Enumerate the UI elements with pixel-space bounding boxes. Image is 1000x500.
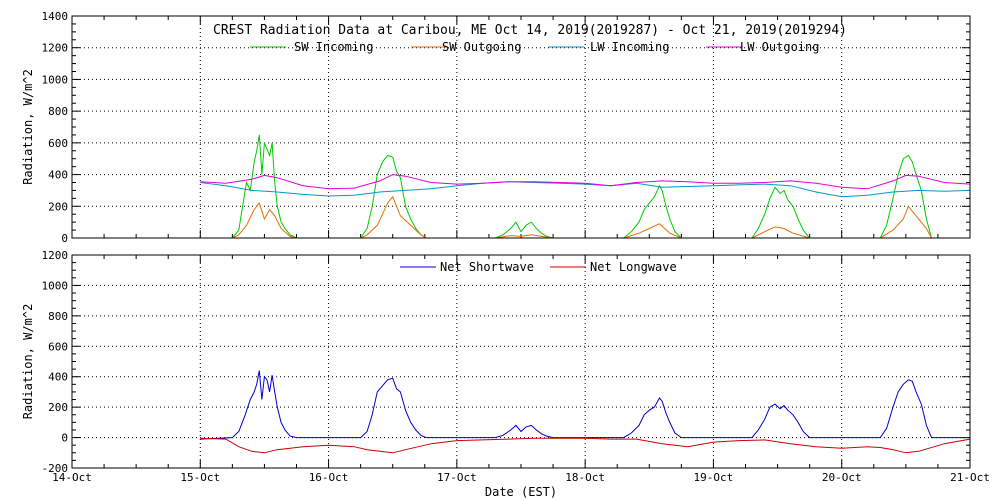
- x-tick-label: 15-Oct: [180, 471, 220, 484]
- y-axis-title: Radiation, W/m^2: [21, 69, 35, 185]
- y-axis-title: Radiation, W/m^2: [21, 304, 35, 420]
- y-tick-label: 600: [48, 340, 68, 353]
- legend-label-lw-incoming: LW Incoming: [590, 40, 669, 54]
- x-axis-title: Date (EST): [485, 485, 557, 499]
- series-line-net-longwave: [200, 437, 971, 454]
- legend-label-lw-outgoing: LW Outgoing: [740, 40, 819, 54]
- y-tick-label: 1000: [42, 279, 69, 292]
- y-tick-label: 800: [48, 310, 68, 323]
- x-tick-label: 14-Oct: [52, 471, 92, 484]
- legend-label-net-shortwave: Net Shortwave: [440, 260, 534, 274]
- legend-label-sw-outgoing: SW Outgoing: [442, 40, 521, 54]
- x-tick-label: 18-Oct: [565, 471, 605, 484]
- x-tick-label: 20-Oct: [822, 471, 862, 484]
- x-tick-label: 19-Oct: [694, 471, 734, 484]
- y-tick-label: 400: [48, 169, 68, 182]
- x-tick-label: 16-Oct: [309, 471, 349, 484]
- x-tick-label: 17-Oct: [437, 471, 477, 484]
- series-line-lw-outgoing: [200, 174, 971, 190]
- plot-frame: [71, 254, 971, 469]
- y-tick-label: 1000: [42, 73, 69, 86]
- y-tick-label: 1200: [42, 42, 69, 55]
- y-tick-label: 1200: [42, 249, 69, 262]
- chart-title: CREST Radiation Data at Caribou, ME Oct …: [213, 23, 847, 38]
- panel-2: -200 0 200 400 600 800 1000 1200 Radiation, W/m^…: [21, 249, 990, 499]
- y-tick-label: 200: [48, 200, 68, 213]
- y-tick-label: 200: [48, 401, 68, 414]
- legend-label-net-longwave: Net Longwave: [590, 260, 677, 274]
- y-tick-label: 1400: [42, 10, 69, 23]
- y-tick-label: 400: [48, 371, 68, 384]
- plot-frame: [71, 15, 971, 239]
- y-tick-label: 800: [48, 105, 68, 118]
- legend-label-sw-incoming: SW Incoming: [294, 40, 373, 54]
- series-line-sw-incoming: [232, 134, 932, 239]
- series-line-lw-incoming: [200, 181, 971, 198]
- series-line-net-shortwave: [200, 370, 970, 440]
- series-line-sw-outgoing: [232, 195, 932, 239]
- y-tick-label: -200: [42, 462, 69, 475]
- y-tick-label: 0: [61, 232, 68, 245]
- panel-1: 0 200 400 600 800 1000 1200 1400 Radiation, W/m^…: [21, 10, 971, 245]
- y-tick-label: 0: [61, 432, 68, 445]
- x-tick-label: 21-Oct: [950, 471, 990, 484]
- y-tick-label: 600: [48, 137, 68, 150]
